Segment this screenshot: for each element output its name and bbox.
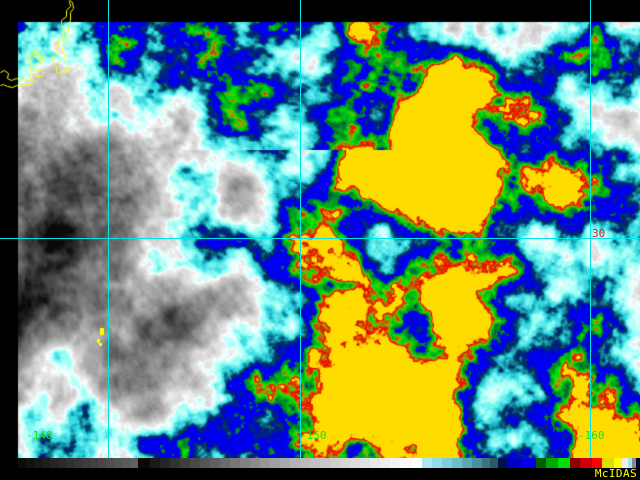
colorbar-segment bbox=[472, 458, 482, 468]
color-enhancement-bar[interactable] bbox=[0, 458, 640, 468]
colorbar-segment bbox=[42, 458, 50, 468]
colorbar-segment bbox=[490, 458, 498, 468]
colorbar-segment bbox=[220, 458, 230, 468]
satellite-image-viewport[interactable] bbox=[0, 0, 640, 458]
colorbar-segment bbox=[330, 458, 340, 468]
colorbar-segment bbox=[66, 458, 74, 468]
colorbar-segment bbox=[592, 458, 602, 468]
colorbar-segment bbox=[34, 458, 42, 468]
colorbar-segment bbox=[26, 458, 34, 468]
colorbar-segment bbox=[130, 458, 138, 468]
colorbar-segment bbox=[82, 458, 90, 468]
colorbar-segment bbox=[114, 458, 122, 468]
colorbar-segment bbox=[50, 458, 58, 468]
colorbar-segment bbox=[260, 458, 270, 468]
colorbar-segment bbox=[250, 458, 260, 468]
colorbar-segment bbox=[628, 458, 632, 468]
colorbar-segment bbox=[340, 458, 350, 468]
colorbar-segment bbox=[522, 458, 536, 468]
colorbar-segment bbox=[462, 458, 472, 468]
colorbar-segment bbox=[442, 458, 452, 468]
colorbar-segment bbox=[290, 458, 300, 468]
colorbar-segment bbox=[122, 458, 130, 468]
colorbar-segment bbox=[270, 458, 280, 468]
longitude-label: -140 bbox=[26, 429, 53, 442]
colorbar-segment bbox=[632, 458, 636, 468]
colorbar-segment bbox=[636, 458, 640, 468]
colorbar-segment bbox=[190, 458, 200, 468]
mcidas-brand-label: McIDAS bbox=[594, 467, 637, 480]
colorbar-segment bbox=[452, 458, 462, 468]
colorbar-segment bbox=[482, 458, 490, 468]
colorbar-segment bbox=[280, 458, 290, 468]
colorbar-segment bbox=[580, 458, 592, 468]
satellite-image-canvas[interactable] bbox=[0, 0, 640, 458]
colorbar-segment bbox=[170, 458, 180, 468]
colorbar-segment bbox=[412, 458, 422, 468]
colorbar-segment bbox=[614, 458, 622, 468]
colorbar-segment bbox=[18, 458, 26, 468]
colorbar-segment bbox=[360, 458, 370, 468]
colorbar-segment bbox=[390, 458, 400, 468]
colorbar-segment bbox=[180, 458, 190, 468]
colorbar-segment bbox=[622, 458, 628, 468]
colorbar-segment bbox=[160, 458, 170, 468]
colorbar-segment bbox=[90, 458, 98, 468]
colorbar-segment bbox=[546, 458, 558, 468]
colorbar-segment bbox=[200, 458, 210, 468]
colorbar-segment bbox=[150, 458, 160, 468]
colorbar-segment bbox=[138, 458, 150, 468]
colorbar-segment bbox=[498, 458, 508, 468]
colorbar-segment bbox=[432, 458, 442, 468]
colorbar-segment bbox=[602, 458, 614, 468]
colorbar-segment bbox=[230, 458, 240, 468]
colorbar-segment bbox=[570, 458, 580, 468]
colorbar-segment bbox=[508, 458, 522, 468]
colorbar-segment bbox=[300, 458, 310, 468]
colorbar-segment bbox=[210, 458, 220, 468]
longitude-label: -150 bbox=[300, 429, 327, 442]
colorbar-segment bbox=[350, 458, 360, 468]
colorbar-segment bbox=[58, 458, 66, 468]
colorbar-segment bbox=[422, 458, 432, 468]
colorbar-segment bbox=[400, 458, 412, 468]
colorbar-segment bbox=[558, 458, 570, 468]
colorbar-segment bbox=[0, 458, 18, 468]
colorbar-segment bbox=[98, 458, 106, 468]
colorbar-segment bbox=[106, 458, 114, 468]
colorbar-segment bbox=[320, 458, 330, 468]
colorbar-segment bbox=[380, 458, 390, 468]
colorbar-segment bbox=[370, 458, 380, 468]
colorbar-segment bbox=[240, 458, 250, 468]
colorbar-segment bbox=[74, 458, 82, 468]
longitude-label: -160 bbox=[578, 429, 605, 442]
status-bar: 10001 HIMAWARI-8 13 25 JUL 21206 005000 … bbox=[0, 468, 640, 480]
colorbar-segment bbox=[310, 458, 320, 468]
latitude-label: 30 bbox=[592, 227, 606, 240]
colorbar-segment bbox=[536, 458, 546, 468]
